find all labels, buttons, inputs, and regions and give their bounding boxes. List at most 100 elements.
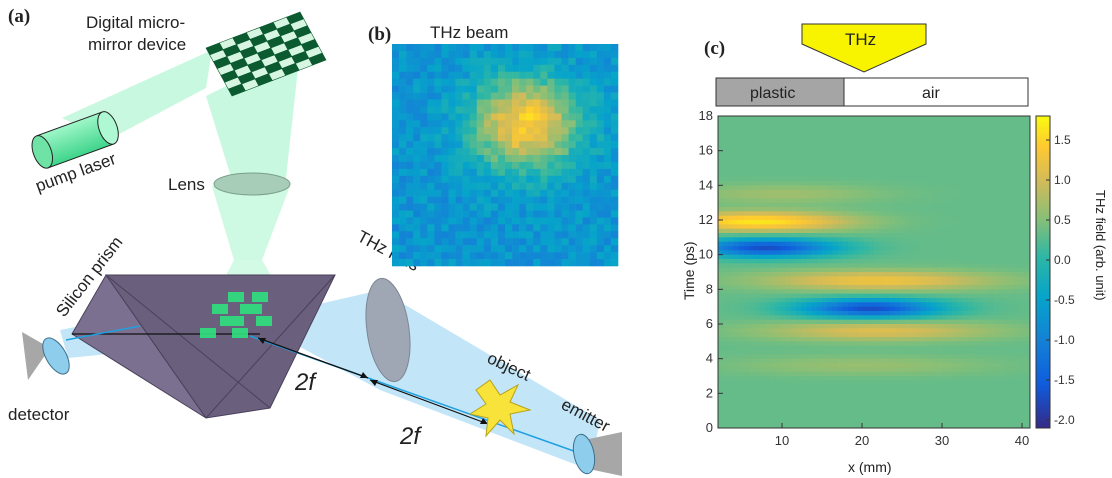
heatmap-cell [920,363,927,368]
heatmap-cell [978,324,984,329]
heatmap-cell [936,241,942,247]
beam-pixel [455,155,463,163]
heatmap-cell [780,146,786,152]
heatmap-cell [842,345,849,351]
heatmap-cell [952,324,958,329]
heatmap-cell [941,363,948,368]
heatmap-cell [962,345,968,351]
heatmap-cell [941,332,948,338]
heatmap-cell [879,380,885,386]
heatmap-cell [738,285,745,290]
heatmap-cell [754,133,760,139]
heatmap-cell [718,315,724,321]
heatmap-cell [822,142,828,147]
beam-pixel [575,64,583,73]
heatmap-cell [853,363,859,368]
heatmap-cell [941,280,948,286]
heatmap-cell [962,406,968,412]
heatmap-cell [738,341,745,347]
heatmap-cell [931,129,937,134]
beam-pixel [406,50,414,59]
heatmap-cell [874,215,880,221]
heatmap-cell [863,146,870,152]
heatmap-cell [728,150,734,156]
heatmap-cell [853,402,859,407]
heatmap-cell [759,116,766,121]
heatmap-cell [816,185,823,191]
heatmap-cell [749,319,755,325]
heatmap-cell [946,363,953,368]
heatmap-cell [952,142,958,147]
heatmap-cell [728,259,734,264]
heatmap-cell [993,341,1000,347]
heatmap-cell [978,120,984,126]
beam-pixel [526,155,534,163]
beam-pixel [519,92,527,100]
heatmap-cell [967,263,974,269]
beam-pixel [399,71,407,79]
heatmap-cell [978,367,984,373]
heatmap-cell [926,168,932,173]
beam-pixel [575,50,583,59]
heatmap-cell [749,150,755,156]
beam-pixel [434,182,442,190]
heatmap-cell [785,189,792,195]
heatmap-cell [806,237,812,243]
heatmap-cell [754,142,760,147]
beam-pixel [575,196,583,204]
heatmap-cell [868,129,875,134]
beam-pixel [441,113,449,121]
heatmap-cell [858,259,864,264]
beam-pixel [476,92,485,100]
heatmap-cell [749,228,755,234]
heatmap-cell [863,259,870,264]
heatmap-cell [816,172,823,178]
heatmap-cell [848,163,854,169]
heatmap-cell [905,354,911,360]
heatmap-cell [749,267,755,273]
heatmap-cell [894,315,901,321]
heatmap-cell [759,207,766,212]
heatmap-cell [738,337,745,342]
beam-pixel [554,120,562,128]
heatmap-cell [936,423,942,428]
beam-pixel [547,224,555,232]
heatmap-cell [723,241,729,247]
heatmap-cell [915,341,922,347]
beam-pixel [582,231,591,239]
heatmap-cell [936,367,942,373]
heatmap-cell [801,280,807,286]
heatmap-cell [816,419,823,425]
beam-pixel [512,182,520,190]
heatmap-cell [962,402,968,407]
heatmap-cell [744,176,750,182]
heatmap-cell [926,172,932,178]
heatmap-cell [775,406,781,412]
heatmap-cell [754,302,760,308]
heatmap-cell [967,423,974,428]
heatmap-cell [915,376,922,381]
beam-pixel [540,57,548,66]
heatmap-cell [733,319,740,325]
heatmap-cell [978,220,984,225]
heatmap-cell [983,116,989,121]
heatmap-cell [744,328,750,334]
heatmap-cell [837,423,844,428]
heatmap-cell [884,254,890,260]
heatmap-cell [926,224,932,230]
beam-pixel [399,238,407,246]
heatmap-cell [796,410,802,416]
heatmap-cell [770,124,776,130]
heatmap-cell [801,350,807,355]
heatmap-cell [957,410,963,416]
heatmap-cell [936,150,942,156]
heatmap-cell [754,163,760,169]
beam-pixel [512,189,520,197]
heatmap-cell [848,237,854,243]
heatmap-cell [848,345,854,351]
heatmap-cell [879,129,885,134]
heatmap-cell [718,350,724,355]
heatmap-cell [936,328,942,334]
heatmap-cell [749,241,755,247]
